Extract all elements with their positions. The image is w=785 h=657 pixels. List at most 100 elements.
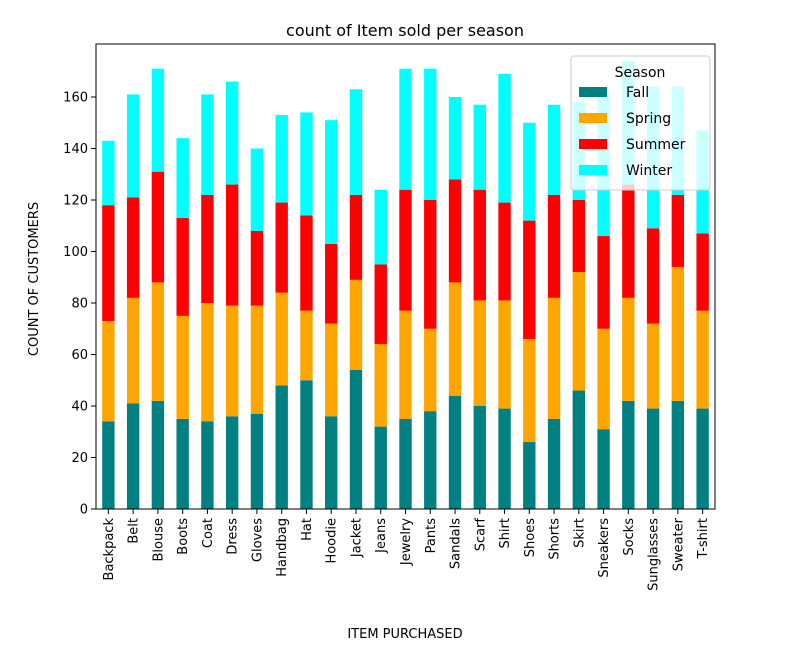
x-tick-label-sunglasses: Sunglasses xyxy=(647,518,662,591)
bar-summer-jewelry xyxy=(399,189,412,311)
bar-winter-boots xyxy=(176,138,189,219)
bar-winter-sandals xyxy=(448,97,462,180)
y-tick-label: 40 xyxy=(71,400,88,415)
bar-summer-jacket xyxy=(349,194,363,280)
bar-summer-sandals xyxy=(448,179,462,283)
bar-summer-belt xyxy=(126,197,140,298)
legend-label-winter: Winter xyxy=(626,163,672,179)
bar-summer-sneakers xyxy=(597,236,610,329)
x-axis-label: ITEM PURCHASED xyxy=(347,627,462,642)
bar-fall-belt xyxy=(126,403,140,509)
x-tick-label-handbag: Handbag xyxy=(275,518,290,577)
legend-swatch-winter xyxy=(579,165,607,175)
bar-winter-scarf xyxy=(473,104,486,190)
bar-summer-jeans xyxy=(374,264,387,345)
bar-winter-shoes xyxy=(523,122,536,221)
x-tick-label-skirt: Skirt xyxy=(572,518,587,548)
bar-winter-handbag xyxy=(275,115,288,203)
bar-fall-pants xyxy=(424,411,437,509)
legend: Season Fall Spring Summer Winter xyxy=(570,55,711,191)
bar-summer-hoodie xyxy=(325,243,338,324)
bar-winter-jewelry xyxy=(399,68,412,190)
bar-winter-coat xyxy=(201,94,214,195)
bar-spring-sneakers xyxy=(597,328,610,430)
bar-spring-socks xyxy=(622,297,635,401)
bar-fall-scarf xyxy=(473,406,486,509)
x-tick-label-shorts: Shorts xyxy=(548,518,563,560)
x-tick-label-jewelry: Jewelry xyxy=(399,518,414,566)
legend-label-summer: Summer xyxy=(626,137,686,153)
bar-fall-sunglasses xyxy=(646,408,660,509)
bar-fall-backpack xyxy=(102,421,115,509)
bar-fall-jacket xyxy=(349,369,363,509)
x-tick-label-dress: Dress xyxy=(226,518,241,555)
bar-winter-shorts xyxy=(547,104,561,195)
bar-fall-skirt xyxy=(572,390,586,509)
x-tick-label-shirt: Shirt xyxy=(498,518,513,549)
x-tick-label-scarf: Scarf xyxy=(473,518,488,552)
bar-fall-jeans xyxy=(374,426,387,509)
legend-items: Fall Spring Summer Winter xyxy=(579,85,686,179)
bar-spring-shoes xyxy=(523,339,536,443)
bar-spring-blouse xyxy=(151,282,165,401)
bar-spring-dress xyxy=(225,305,239,417)
x-tick-label-sweater: Sweater xyxy=(671,517,686,571)
x-tick-label-gloves: Gloves xyxy=(250,518,265,562)
bar-summer-sweater xyxy=(671,194,685,267)
legend-label-fall: Fall xyxy=(626,85,649,101)
bar-winter-belt xyxy=(126,94,140,198)
x-tick-label-hoodie: Hoodie xyxy=(325,518,340,564)
bar-winter-shirt xyxy=(498,73,511,203)
bar-spring-hoodie xyxy=(325,323,338,417)
bar-spring-jeans xyxy=(374,344,387,427)
x-tick-label-boots: Boots xyxy=(176,518,191,555)
bar-fall-socks xyxy=(622,400,635,509)
bar-winter-jeans xyxy=(374,189,387,265)
bar-spring-scarf xyxy=(473,300,486,406)
x-tick-label-shoes: Shoes xyxy=(523,518,538,557)
x-tick-label-socks: Socks xyxy=(622,518,637,556)
bar-fall-sneakers xyxy=(597,429,610,509)
x-axis: Backpack Belt Blouse Boots Coat Dress Gloves Ha… xyxy=(102,509,711,591)
x-tick-label-blouse: Blouse xyxy=(151,518,166,562)
bar-fall-blouse xyxy=(151,400,165,509)
bar-spring-sandals xyxy=(448,282,462,396)
bar-winter-jacket xyxy=(349,89,363,195)
bar-summer-socks xyxy=(622,184,635,298)
x-tick-label-jacket: Jacket xyxy=(349,518,364,558)
x-tick-label-t-shirt: T-shirt xyxy=(696,518,711,560)
y-tick-label: 140 xyxy=(63,142,88,157)
bar-fall-hat xyxy=(300,380,313,509)
bar-fall-gloves xyxy=(250,413,264,509)
bar-summer-t-shirt xyxy=(696,233,709,311)
x-tick-label-hat: Hat xyxy=(300,518,315,541)
bar-spring-shorts xyxy=(547,297,561,419)
x-tick-label-pants: Pants xyxy=(424,518,439,554)
bar-fall-handbag xyxy=(275,385,288,509)
x-tick-label-coat: Coat xyxy=(201,518,216,548)
bars-layer xyxy=(102,60,709,510)
bar-summer-backpack xyxy=(102,205,115,322)
bar-summer-skirt xyxy=(572,200,586,273)
bar-summer-dress xyxy=(225,184,239,306)
x-tick-label-backpack: Backpack xyxy=(102,518,117,581)
y-tick-label: 80 xyxy=(71,297,88,312)
x-tick-label-sneakers: Sneakers xyxy=(597,518,612,578)
legend-swatch-summer xyxy=(579,139,607,149)
bar-winter-dress xyxy=(225,81,239,185)
bar-fall-shoes xyxy=(523,442,536,509)
bar-fall-t-shirt xyxy=(696,408,709,509)
bar-spring-jewelry xyxy=(399,310,412,419)
bar-summer-sunglasses xyxy=(646,228,660,324)
bar-winter-backpack xyxy=(102,140,115,206)
y-axis-label: COUNT OF CUSTOMERS xyxy=(27,202,42,356)
bar-winter-pants xyxy=(424,68,437,200)
bar-fall-dress xyxy=(225,416,239,509)
bar-spring-shirt xyxy=(498,300,511,409)
y-axis: 0 20 40 60 80 100 120 140 160 xyxy=(63,91,96,518)
bar-fall-shirt xyxy=(498,408,511,509)
bar-spring-backpack xyxy=(102,321,115,422)
bar-winter-blouse xyxy=(151,68,165,172)
bar-winter-hat xyxy=(300,112,313,216)
